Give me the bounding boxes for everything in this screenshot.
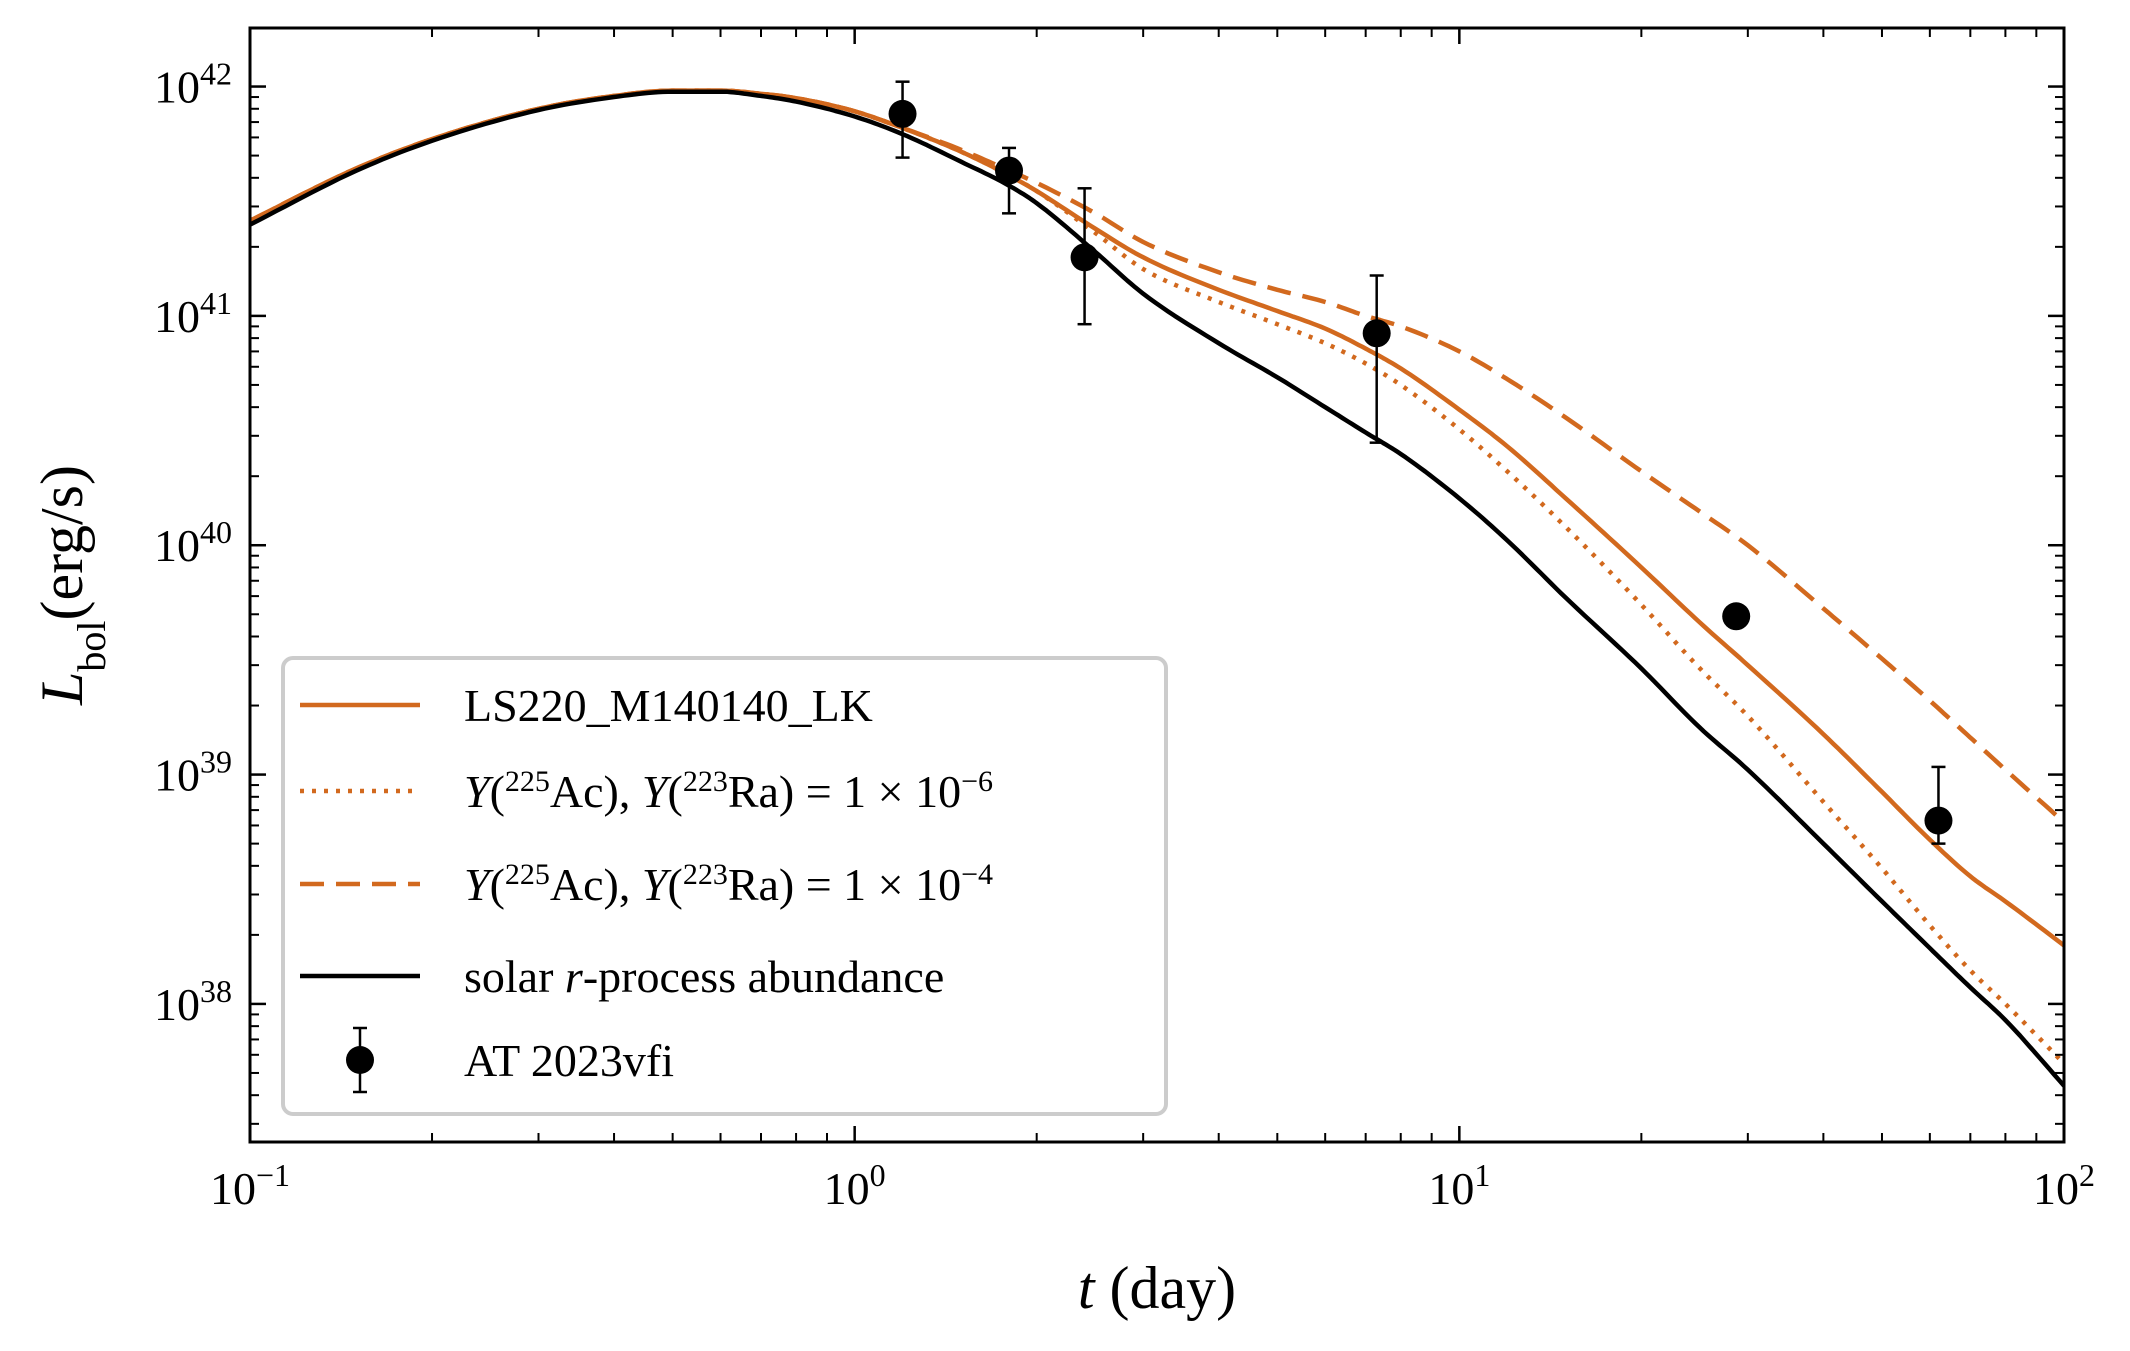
series-line-4	[250, 89, 2064, 1088]
legend-label-part: −6	[961, 765, 993, 798]
data-marker	[1924, 806, 1953, 835]
observations-layer	[888, 80, 1953, 845]
x-axis-title: t (day)	[1078, 1255, 1236, 1321]
legend-label: Y(225Ac), Y(223Ra) = 1 × 10−4	[464, 858, 993, 911]
legend-label-part: Ac),	[550, 859, 642, 910]
data-point	[888, 80, 917, 159]
y-tick-label: 1040	[154, 514, 232, 571]
legend-label: Y(225Ac), Y(223Ra) = 1 × 10−6	[464, 765, 993, 818]
data-point	[1070, 187, 1099, 326]
legend-label-part: Y	[464, 766, 494, 817]
legend-item: Y(225Ac), Y(223Ra) = 1 × 10−4	[300, 858, 993, 911]
legend-label-part: Ra) = 1 × 10	[728, 766, 961, 817]
series-layer	[250, 88, 2064, 1088]
legend-item: Y(225Ac), Y(223Ra) = 1 × 10−6	[300, 765, 993, 818]
legend-label-part: 225	[505, 858, 550, 891]
legend-label: solar r-process abundance	[464, 951, 944, 1002]
y-tick-label: 1041	[154, 285, 232, 342]
legend-label-part: Y	[464, 859, 494, 910]
series-line-3	[250, 88, 2064, 824]
data-point	[1722, 602, 1751, 631]
legend-label-part: r	[565, 951, 584, 1002]
series-line-2	[250, 88, 2064, 1066]
legend-item: LS220_M140140_LK	[300, 680, 873, 731]
y-tick-label: 1042	[154, 56, 232, 113]
legend-label-part: Y	[642, 766, 672, 817]
legend-label-part: 223	[683, 765, 728, 798]
legend-label-part: (	[667, 766, 682, 817]
data-marker	[1070, 243, 1099, 272]
plot-frame	[248, 26, 2066, 1144]
legend-box	[281, 656, 1168, 1116]
legend-label-part: (	[490, 766, 505, 817]
legend-label: LS220_M140140_LK	[464, 680, 873, 731]
legend-item: AT 2023vfi	[346, 1026, 674, 1094]
legend-label-part: 225	[505, 765, 550, 798]
legend-label-part: −4	[961, 858, 993, 891]
data-marker	[1722, 602, 1751, 631]
y-tick-label: 1039	[154, 744, 232, 801]
y-axis-title: Lbol(erg/s)	[29, 465, 114, 706]
legend-label: AT 2023vfi	[464, 1035, 674, 1086]
legend-marker-swatch	[346, 1046, 374, 1074]
data-marker	[888, 99, 917, 128]
legend-label-part: Y	[642, 859, 672, 910]
axis-tick-labels: 10−1 100 101 102 1038 1039 1040 1041 1042	[154, 56, 2095, 1214]
legend: LS220_M140140_LKY(225Ac), Y(223Ra) = 1 ×…	[281, 656, 1168, 1116]
x-tick-label: 101	[1428, 1157, 1490, 1214]
legend-label-part: Ac),	[550, 766, 642, 817]
legend-label-part: solar	[464, 951, 565, 1002]
data-point	[995, 146, 1024, 215]
legend-item: solar r-process abundance	[300, 951, 944, 1002]
x-tick-label: 102	[2033, 1157, 2095, 1214]
legend-label-part: (	[490, 859, 505, 910]
data-point	[1362, 274, 1391, 444]
data-marker	[995, 156, 1024, 185]
legend-label-part: 223	[683, 858, 728, 891]
legend-label-part: Ra) = 1 × 10	[728, 859, 961, 910]
legend-label-part: (	[667, 859, 682, 910]
data-marker	[1362, 319, 1391, 348]
x-tick-label: 100	[824, 1157, 886, 1214]
y-tick-label: 1038	[154, 973, 232, 1030]
x-tick-label: 10−1	[210, 1157, 290, 1214]
legend-label-part: -process abundance	[583, 951, 944, 1002]
data-point	[1924, 765, 1953, 845]
